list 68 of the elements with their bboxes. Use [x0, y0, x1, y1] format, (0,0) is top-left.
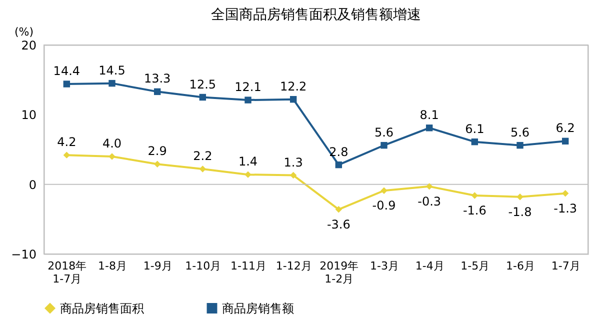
- x-tick-label: 1-11月: [230, 260, 266, 272]
- point: [426, 124, 433, 132]
- legend-label: 商品房销售额: [222, 301, 294, 316]
- x-tick-label: 1-3月: [370, 260, 399, 272]
- chart-title: 全国商品房销售面积及销售额增速: [211, 7, 421, 23]
- point: [290, 172, 297, 179]
- x-tick-label: 1-5月: [460, 260, 490, 272]
- data-label: 14.4: [53, 64, 80, 78]
- data-label: 12.5: [189, 77, 216, 92]
- data-label: 1.3: [284, 155, 303, 170]
- y-tick-label: 10: [21, 108, 36, 122]
- x-tick-label: 2019年 1-2月: [320, 260, 359, 286]
- point: [471, 192, 478, 199]
- point: [380, 142, 388, 149]
- y-tick-label: −10: [11, 248, 36, 262]
- y-tick-label: 0: [28, 178, 36, 192]
- y-axis-title: (%): [14, 26, 34, 38]
- data-label: 2.2: [193, 149, 212, 164]
- x-tick-label: 1-8月: [98, 260, 127, 272]
- data-label: -3.6: [326, 217, 350, 232]
- data-label: -0.3: [418, 194, 442, 208]
- point: [199, 94, 206, 101]
- x-tick-label: 1-4月: [415, 260, 444, 272]
- data-label: 5.6: [374, 125, 394, 140]
- point: [471, 138, 478, 146]
- point: [63, 80, 70, 88]
- x-tick-label: 1-12月: [276, 260, 312, 272]
- point: [380, 187, 388, 194]
- data-label: 4.0: [102, 136, 122, 150]
- x-tick-label: 1-6月: [506, 260, 535, 272]
- point: [244, 96, 252, 104]
- data-label: 2.9: [148, 144, 167, 158]
- data-label: 1.4: [238, 154, 258, 169]
- x-tick-label: 1-10月: [185, 260, 222, 272]
- point: [244, 171, 252, 178]
- point: [516, 194, 524, 200]
- point: [516, 142, 524, 149]
- point: [335, 161, 342, 168]
- data-label: -1.6: [462, 203, 486, 218]
- data-label: 8.1: [420, 108, 439, 122]
- point: [199, 166, 206, 172]
- data-label: -0.9: [372, 198, 396, 213]
- point: [154, 160, 161, 168]
- point: [562, 190, 569, 197]
- data-label: -1.3: [554, 201, 578, 216]
- data-label: 2.8: [329, 144, 348, 159]
- data-label: -1.8: [508, 204, 532, 219]
- x-tick-label: 1-9月: [143, 260, 172, 272]
- point: [154, 88, 161, 96]
- x-tick-label: 2018年 1-7月: [48, 260, 87, 286]
- point: [108, 80, 116, 87]
- data-label: 6.2: [556, 121, 575, 136]
- y-tick-label: 20: [21, 38, 36, 52]
- data-label: 4.2: [57, 135, 76, 150]
- data-label: 6.1: [465, 122, 484, 136]
- data-label: 14.5: [98, 63, 126, 78]
- point: [290, 96, 297, 103]
- point: [562, 138, 569, 144]
- data-label: 5.6: [510, 125, 530, 140]
- x-tick-label: 1-7月: [551, 260, 580, 272]
- legend-label: 商品房销售面积: [60, 301, 144, 316]
- data-label: 13.3: [144, 72, 171, 86]
- data-label: 12.2: [280, 79, 307, 94]
- point: [335, 206, 342, 213]
- point: [426, 183, 433, 190]
- data-label: 12.1: [234, 80, 262, 94]
- point: [63, 152, 70, 158]
- point: [108, 153, 116, 160]
